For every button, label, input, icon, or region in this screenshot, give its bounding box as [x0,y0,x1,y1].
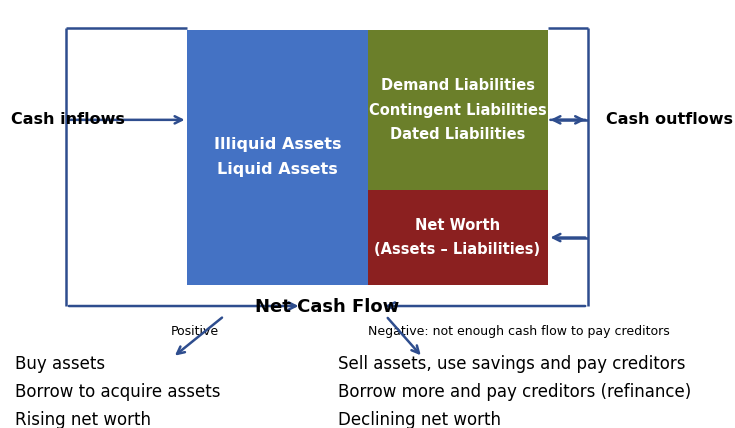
Text: Cash outflows: Cash outflows [606,112,734,128]
Text: Net Cash Flow: Net Cash Flow [255,298,399,316]
Text: Net Worth
(Assets – Liabilities): Net Worth (Assets – Liabilities) [374,218,541,257]
Text: Sell assets, use savings and pay creditors
Borrow more and pay creditors (refina: Sell assets, use savings and pay credito… [338,355,692,428]
Text: Negative: not enough cash flow to pay creditors: Negative: not enough cash flow to pay cr… [368,325,670,338]
Bar [368,190,548,285]
Text: Buy assets
Borrow to acquire assets
Rising net worth: Buy assets Borrow to acquire assets Risi… [15,355,220,428]
Text: Illiquid Assets
Liquid Assets: Illiquid Assets Liquid Assets [214,137,341,177]
Text: Positive: Positive [171,325,219,338]
Text: Cash inflows: Cash inflows [11,112,125,128]
Text: Demand Liabilities
Contingent Liabilities
Dated Liabilities: Demand Liabilities Contingent Liabilitie… [369,78,546,142]
Bar [368,30,548,190]
Bar [187,30,368,285]
